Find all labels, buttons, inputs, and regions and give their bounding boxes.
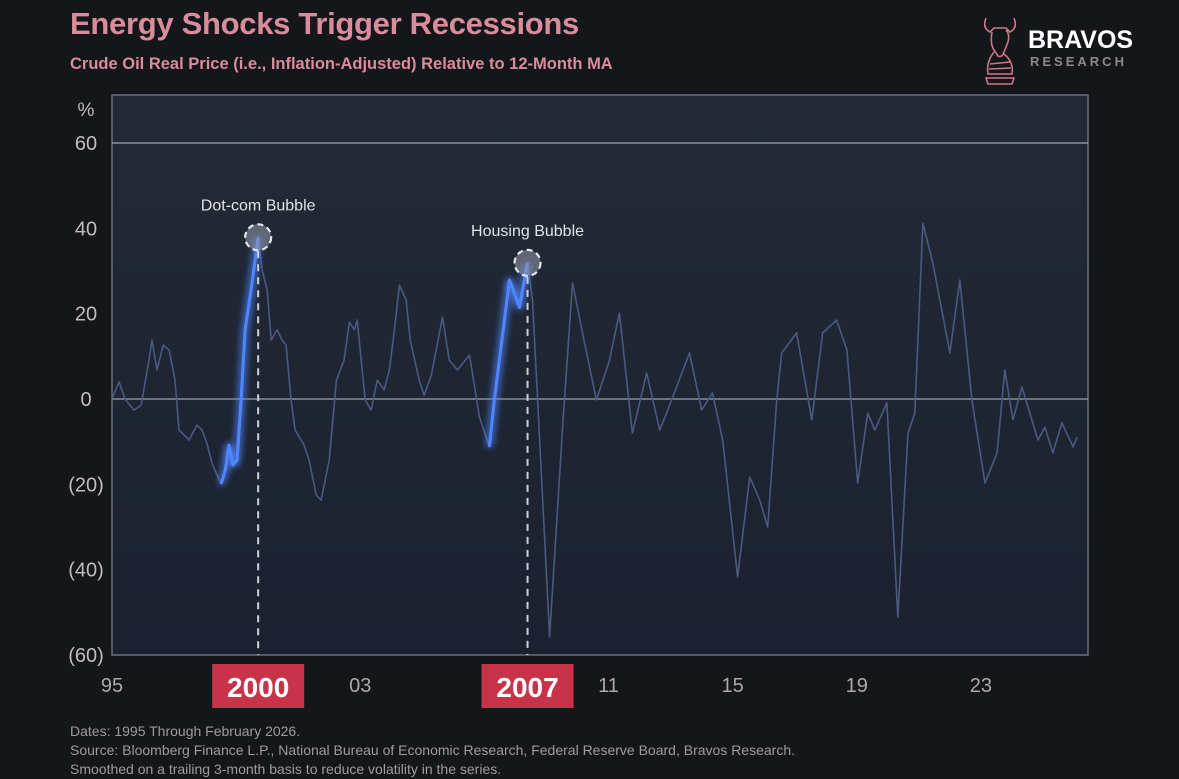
x-tick-label: 23 — [970, 675, 992, 697]
x-tick-label: 19 — [846, 675, 868, 697]
highlight-line — [487, 262, 529, 447]
event-label: Housing Bubble — [471, 223, 584, 240]
x-tick-label: 95 — [101, 675, 123, 697]
footer-method: Smoothed on a trailing 3-month basis to … — [70, 761, 502, 777]
x-tick-label: 15 — [722, 675, 744, 697]
y-tick-label: (20) — [68, 474, 104, 496]
bull-head-icon — [983, 17, 1017, 85]
event-label: Dot-com Bubble — [201, 197, 316, 214]
plot-area — [111, 94, 1089, 656]
event-year-label: 2000 — [227, 672, 289, 703]
footer-dates: Dates: 1995 Through February 2026. — [70, 723, 301, 739]
event-year-label: 2007 — [496, 672, 558, 703]
y-tick-label: 60 — [75, 133, 97, 155]
highlight-line — [219, 237, 260, 485]
y-tick-label: 40 — [75, 218, 97, 240]
logo-sub: RESEARCH — [1030, 54, 1127, 69]
peak-marker — [513, 248, 542, 277]
footer-notes: Dates: 1995 Through February 2026. Sourc… — [70, 722, 795, 779]
x-tick-label: 03 — [349, 675, 371, 697]
event-year-box — [212, 664, 305, 708]
y-tick-label: 0 — [80, 389, 91, 411]
y-tick-label: (40) — [68, 560, 104, 582]
y-tick-label: 20 — [75, 304, 97, 326]
y-axis-unit: % — [78, 100, 95, 121]
x-tick-label: 11 — [598, 675, 619, 697]
brand-logo: BRAVOS RESEARCH — [980, 14, 1160, 85]
y-tick-label: (60) — [68, 645, 104, 667]
chart-subtitle: Crude Oil Real Price (i.e., Inflation-Ad… — [70, 55, 613, 73]
event-year-box — [481, 664, 574, 708]
footer-source: Source: Bloomberg Finance L.P., National… — [70, 742, 795, 758]
peak-marker — [244, 223, 273, 252]
logo-name: BRAVOS — [1028, 26, 1134, 54]
chart-title: Energy Shocks Trigger Recessions — [70, 6, 579, 41]
